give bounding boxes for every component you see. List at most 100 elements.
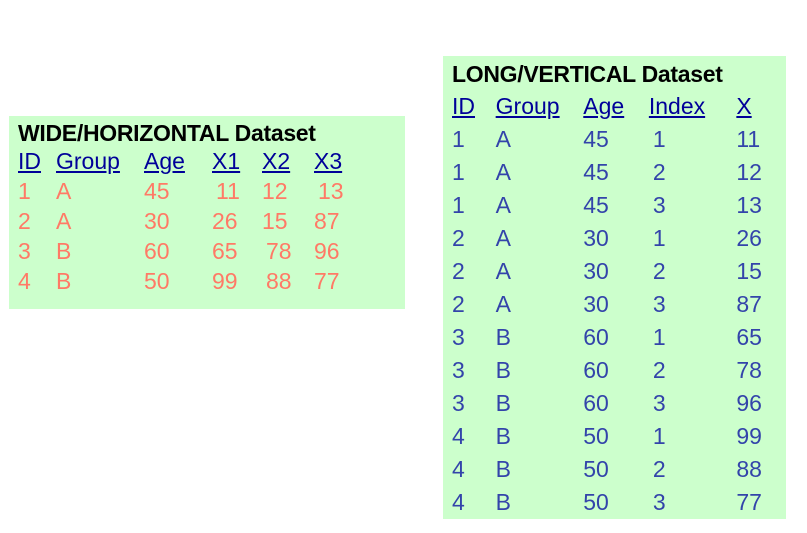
table-row: 3 B 60 1 65: [452, 321, 786, 354]
table-cell: 45: [583, 192, 609, 218]
table-row: 1 A 45 3 13: [452, 189, 786, 222]
column-header: ID: [18, 148, 41, 174]
table-cell: 3: [18, 238, 31, 264]
table-cell: 50: [583, 423, 609, 449]
column-header: Age: [583, 93, 625, 119]
table-cell: 77: [736, 489, 762, 515]
column-header: Index: [648, 93, 706, 119]
table-cell: 77: [314, 268, 340, 294]
table-cell: 65: [736, 324, 762, 350]
table-row: 1 A 45 2 12: [452, 156, 786, 189]
table-cell: 99: [736, 423, 762, 449]
table-cell: 60: [583, 357, 609, 383]
table-row: 4 B 50 2 88: [452, 453, 786, 486]
table-cell: B: [495, 390, 511, 416]
table-cell: 78: [736, 357, 762, 383]
table-cell: 12: [736, 159, 762, 185]
table-cell: 99: [212, 268, 238, 294]
column-header: Age: [144, 148, 185, 174]
table-cell: 1: [18, 178, 31, 204]
table-cell: 96: [736, 390, 762, 416]
table-row: 1 A 45 11 12 13: [18, 176, 364, 206]
table-cell: 1: [652, 423, 666, 449]
table-cell: 50: [583, 489, 609, 515]
column-header: Group: [56, 148, 120, 174]
table-cell: 11: [216, 178, 240, 204]
table-cell: B: [56, 268, 72, 294]
table-cell: 4: [452, 423, 465, 449]
table-cell: 88: [736, 456, 762, 482]
table-cell: 3: [652, 291, 666, 317]
table-cell: B: [495, 324, 511, 350]
column-header: X3: [314, 148, 343, 174]
table-cell: 3: [452, 324, 465, 350]
table-cell: 96: [314, 238, 340, 264]
table-row: 4 B 50 1 99: [452, 420, 786, 453]
table-cell: 60: [583, 390, 609, 416]
table-cell: 87: [736, 291, 762, 317]
table-cell: 13: [318, 178, 344, 204]
table-cell: B: [495, 456, 511, 482]
table-cell: 4: [452, 489, 465, 515]
table-cell: 1: [652, 225, 666, 251]
table-cell: 1: [652, 324, 666, 350]
table-cell: 2: [452, 225, 465, 251]
table-cell: 12: [262, 178, 288, 204]
table-cell: 11: [736, 126, 761, 152]
table-cell: B: [495, 489, 511, 515]
wide-dataset-table: ID Group Age X1 X2 X3 1 A 45 11 12 13 2 …: [18, 146, 364, 296]
column-header: ID: [452, 93, 475, 119]
table-cell: 1: [452, 192, 465, 218]
table-cell: 26: [212, 208, 238, 234]
table-cell: 3: [452, 390, 465, 416]
table-cell: 60: [583, 324, 609, 350]
table-cell: 30: [583, 291, 609, 317]
table-cell: 45: [583, 126, 609, 152]
table-row: 2 A 30 2 15: [452, 255, 786, 288]
table-cell: 30: [144, 208, 170, 234]
table-row: 4 B 50 3 77: [452, 486, 786, 519]
table-cell: B: [56, 238, 72, 264]
table-cell: 2: [452, 258, 465, 284]
table-cell: A: [56, 178, 72, 204]
table-header-row: ID Group Age Index X: [452, 90, 786, 123]
table-cell: 2: [652, 258, 666, 284]
table-row: 2 A 30 1 26: [452, 222, 786, 255]
table-cell: A: [495, 291, 511, 317]
column-header: X2: [262, 148, 291, 174]
table-row: 4 B 50 99 88 77: [18, 266, 364, 296]
table-cell: 26: [736, 225, 762, 251]
table-cell: 78: [266, 238, 292, 264]
table-cell: 45: [144, 178, 170, 204]
table-cell: 15: [262, 208, 288, 234]
table-cell: B: [495, 423, 511, 449]
table-row: 2 A 30 26 15 87: [18, 206, 364, 236]
table-cell: 3: [652, 489, 666, 515]
table-cell: 50: [583, 456, 609, 482]
table-row: 2 A 30 3 87: [452, 288, 786, 321]
long-dataset-table: ID Group Age Index X 1 A 45 1 11 1 A 45 …: [452, 90, 786, 519]
table-cell: 2: [652, 357, 666, 383]
table-cell: 2: [18, 208, 31, 234]
table-cell: B: [495, 357, 511, 383]
table-cell: 4: [18, 268, 31, 294]
table-row: 3 B 60 2 78: [452, 354, 786, 387]
table-cell: 3: [452, 357, 465, 383]
table-cell: A: [495, 258, 511, 284]
table-cell: 30: [583, 258, 609, 284]
table-cell: 88: [266, 268, 292, 294]
table-cell: 50: [144, 268, 170, 294]
table-row: 1 A 45 1 11: [452, 123, 786, 156]
table-cell: 87: [314, 208, 340, 234]
table-cell: A: [495, 192, 511, 218]
table-cell: 13: [736, 192, 762, 218]
table-cell: A: [495, 126, 511, 152]
table-cell: 3: [652, 390, 666, 416]
table-cell: 2: [652, 456, 666, 482]
table-cell: 1: [452, 126, 465, 152]
long-dataset-title: LONG/VERTICAL Dataset: [452, 61, 723, 87]
table-cell: 3: [652, 192, 666, 218]
wide-dataset-panel: WIDE/HORIZONTAL Dataset ID Group Age X1 …: [9, 116, 405, 309]
wide-dataset-title: WIDE/HORIZONTAL Dataset: [18, 120, 316, 146]
table-cell: A: [495, 159, 511, 185]
